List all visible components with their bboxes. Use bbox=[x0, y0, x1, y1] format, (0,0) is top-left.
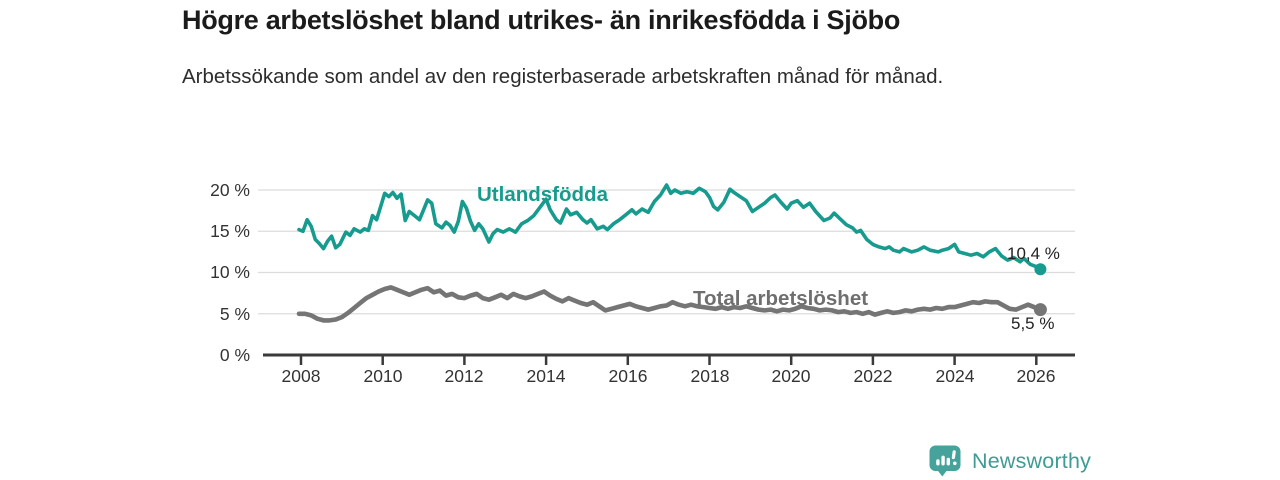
x-axis-tick-label: 2018 bbox=[690, 366, 730, 386]
x-axis-tick-label: 2022 bbox=[853, 366, 893, 386]
series-end-dot bbox=[1034, 263, 1047, 276]
series-label-total-arbetsloshet: Total arbetslöshet bbox=[693, 287, 869, 310]
series-label-utlandsfodda: Utlandsfödda bbox=[477, 183, 608, 206]
series-end-dot bbox=[1033, 303, 1047, 317]
y-axis-tick-label: 5 % bbox=[219, 304, 250, 324]
series-line-total bbox=[296, 285, 1043, 323]
x-axis-tick-label: 2010 bbox=[363, 366, 403, 386]
newsworthy-logo: Newsworthy bbox=[928, 444, 1091, 478]
bar-1 bbox=[936, 459, 940, 466]
bar-3 bbox=[946, 457, 950, 466]
x-axis-tick-label: 2024 bbox=[935, 366, 975, 386]
chart-title: Högre arbetslöshet bland utrikes- än inr… bbox=[182, 5, 901, 35]
end-value-label-total: 5,5 % bbox=[1011, 314, 1055, 333]
x-axis-tick-label: 2014 bbox=[526, 366, 566, 386]
end-value-label-utlandsfodda: 10,4 % bbox=[1007, 244, 1060, 263]
y-axis-tick-label: 20 % bbox=[210, 180, 250, 200]
x-axis-tick-label: 2008 bbox=[281, 366, 321, 386]
exclamation-dot bbox=[953, 461, 957, 466]
newsworthy-logo-icon bbox=[929, 445, 961, 477]
x-axis-tick-label: 2026 bbox=[1016, 366, 1056, 386]
bar-2 bbox=[941, 455, 945, 466]
y-axis-tick-label: 0 % bbox=[219, 345, 250, 365]
speech-bubble-shape bbox=[929, 445, 961, 477]
x-axis-tick-label: 2012 bbox=[444, 366, 484, 386]
exclamation-bar bbox=[951, 450, 956, 460]
chart-subtitle: Arbetssökande som andel av den registerb… bbox=[182, 65, 944, 88]
x-axis-tick-label: 2016 bbox=[608, 366, 648, 386]
x-axis-tick-label: 2020 bbox=[771, 366, 811, 386]
series-line-utlandsfodda bbox=[297, 183, 1043, 272]
newsworthy-logo-text: Newsworthy bbox=[972, 448, 1092, 473]
y-axis-tick-label: 10 % bbox=[210, 262, 250, 282]
y-axis-tick-label: 15 % bbox=[210, 221, 250, 241]
